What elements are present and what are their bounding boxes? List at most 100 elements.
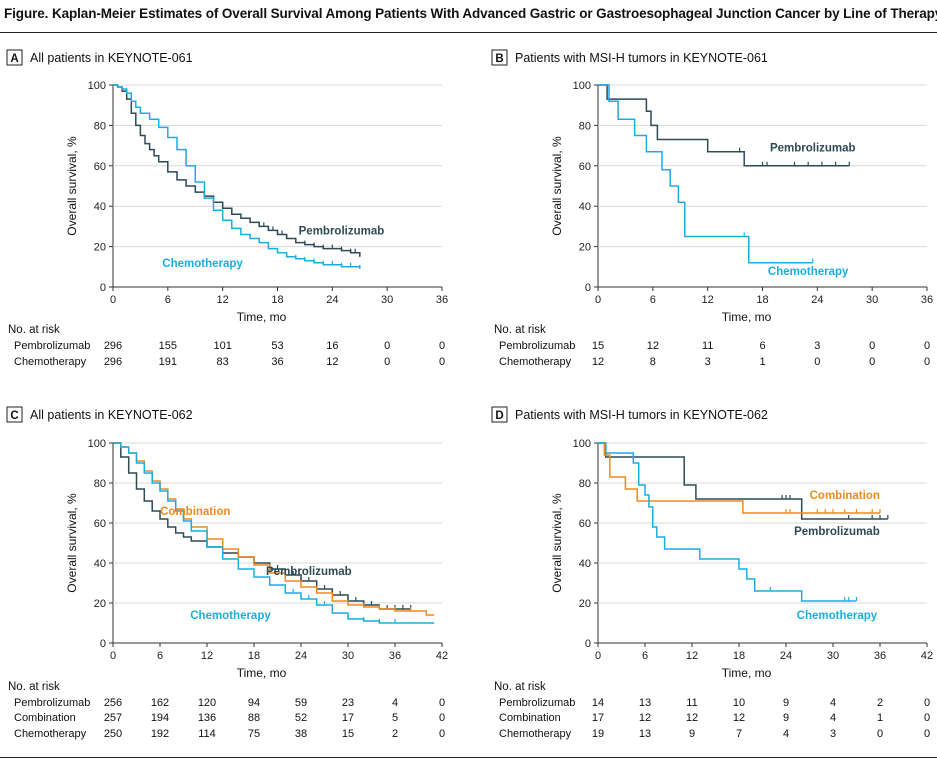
y-tick-label: 100 [573, 80, 591, 92]
y-tick-label: 60 [579, 161, 591, 173]
x-tick-label: 12 [201, 650, 213, 662]
x-tick-label: 6 [165, 294, 171, 306]
y-axis-title: Overall survival, % [550, 136, 564, 236]
x-tick-label: 6 [650, 294, 656, 306]
panel-title: Patients with MSI-H tumors in KEYNOTE-06… [515, 408, 768, 422]
x-tick-label: 6 [157, 650, 163, 662]
at-risk-count: 14 [592, 697, 604, 709]
y-tick-label: 80 [579, 478, 591, 490]
x-tick-label: 24 [295, 650, 307, 662]
at-risk-count: 12 [326, 356, 338, 368]
at-risk-title: No. at risk [8, 681, 60, 693]
x-tick-label: 24 [326, 294, 338, 306]
x-tick-label: 6 [642, 650, 648, 662]
at-risk-count: 0 [439, 728, 445, 740]
at-risk-count: 0 [439, 697, 445, 709]
at-risk-count: 52 [295, 712, 307, 724]
x-tick-label: 12 [217, 294, 229, 306]
y-tick-label: 80 [94, 120, 106, 132]
at-risk-row-label: Combination [499, 712, 561, 724]
series-line-pembrolizumab [598, 84, 850, 167]
at-risk-row-label: Pembrolizumab [499, 697, 575, 709]
x-tick-label: 36 [874, 650, 886, 662]
series-line-combination [598, 442, 880, 514]
at-risk-title: No. at risk [8, 324, 60, 336]
at-risk-count: 0 [439, 340, 445, 352]
at-risk-count: 191 [159, 356, 177, 368]
at-risk-count: 11 [686, 697, 697, 709]
panel-letter-box [6, 49, 23, 66]
x-tick-label: 18 [756, 294, 768, 306]
at-risk-count: 12 [647, 340, 659, 352]
at-risk-count: 11 [702, 340, 713, 352]
y-axis-title: Overall survival, % [65, 136, 79, 236]
x-tick-label: 30 [381, 294, 393, 306]
y-tick-label: 100 [88, 80, 106, 92]
panel-letter-box [6, 406, 23, 423]
series-line-pembrolizumab [113, 442, 411, 610]
y-tick-label: 0 [585, 282, 591, 294]
panel-letter-box [491, 406, 508, 423]
y-tick-label: 20 [94, 598, 106, 610]
at-risk-count: 0 [439, 356, 445, 368]
at-risk-count: 2 [392, 728, 398, 740]
x-tick-label: 18 [733, 650, 745, 662]
at-risk-count: 4 [783, 728, 789, 740]
series-line-chemotherapy [113, 442, 435, 624]
x-tick-label: 24 [780, 650, 792, 662]
y-tick-label: 60 [579, 518, 591, 530]
y-tick-label: 40 [94, 558, 106, 570]
x-tick-label: 12 [702, 294, 714, 306]
at-risk-count: 0 [924, 712, 930, 724]
y-tick-label: 80 [579, 120, 591, 132]
x-tick-label: 24 [811, 294, 823, 306]
x-tick-label: 36 [436, 294, 448, 306]
at-risk-row-label: Pembrolizumab [499, 340, 575, 352]
x-tick-label: 0 [595, 294, 601, 306]
series-label: Combination [810, 490, 880, 502]
at-risk-count: 3 [705, 356, 711, 368]
at-risk-count: 75 [248, 728, 260, 740]
x-tick-label: 18 [271, 294, 283, 306]
at-risk-count: 0 [869, 356, 875, 368]
at-risk-count: 0 [924, 356, 930, 368]
at-risk-count: 2 [877, 697, 883, 709]
x-axis-title: Time, mo [722, 310, 772, 324]
figure-title: Figure. Kaplan-Meier Estimates of Overal… [4, 6, 937, 21]
y-tick-label: 0 [100, 282, 106, 294]
at-risk-count: 9 [783, 697, 789, 709]
at-risk-count: 250 [104, 728, 122, 740]
y-tick-label: 20 [94, 242, 106, 254]
at-risk-count: 0 [877, 728, 883, 740]
at-risk-count: 257 [104, 712, 122, 724]
panel-d: D Patients with MSI-H tumors in KEYNOTE-0… [491, 406, 933, 740]
panel-letter-box [491, 49, 508, 66]
at-risk-count: 59 [295, 697, 307, 709]
at-risk-count: 94 [248, 697, 260, 709]
at-risk-count: 12 [686, 712, 698, 724]
at-risk-count: 8 [650, 356, 656, 368]
at-risk-count: 3 [814, 340, 820, 352]
panel-a: A All patients in KEYNOTE-061020406080100… [6, 49, 448, 368]
series-label: Chemotherapy [768, 266, 849, 278]
at-risk-count: 23 [342, 697, 354, 709]
at-risk-count: 0 [924, 340, 930, 352]
x-tick-label: 30 [866, 294, 878, 306]
x-axis-title: Time, mo [722, 666, 772, 680]
at-risk-count: 4 [830, 697, 836, 709]
x-axis-title: Time, mo [237, 666, 287, 680]
at-risk-row-label: Chemotherapy [14, 728, 87, 740]
y-tick-label: 80 [94, 478, 106, 490]
y-tick-label: 20 [579, 598, 591, 610]
x-tick-label: 36 [921, 294, 933, 306]
at-risk-count: 5 [392, 712, 398, 724]
series-label: Pembrolizumab [299, 225, 385, 237]
y-axis-title: Overall survival, % [550, 493, 564, 593]
x-tick-label: 42 [436, 650, 448, 662]
at-risk-count: 83 [217, 356, 229, 368]
panel-letter: B [495, 53, 503, 65]
at-risk-count: 10 [733, 697, 745, 709]
at-risk-count: 0 [439, 712, 445, 724]
series-line-chemotherapy [113, 84, 361, 269]
